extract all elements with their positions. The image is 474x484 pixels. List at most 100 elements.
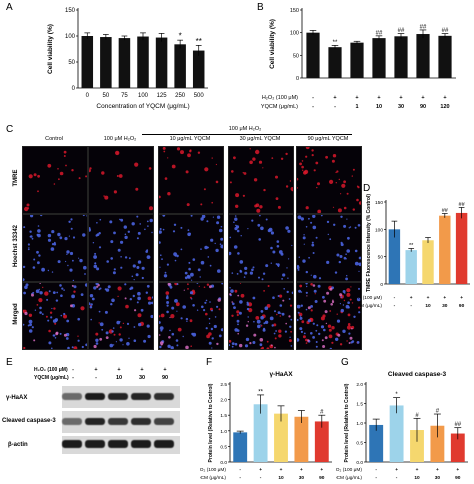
cell-dot — [53, 242, 57, 246]
d-row2-value: 10 — [425, 303, 431, 309]
b-bar — [416, 34, 430, 78]
cell-dot — [325, 322, 328, 325]
cell-dot — [252, 266, 255, 269]
cell-dot — [81, 345, 84, 349]
cell-dot — [277, 205, 281, 209]
b-bar — [438, 35, 452, 78]
cell-dot — [279, 315, 281, 317]
cell-dot — [341, 183, 346, 188]
cell-dot — [166, 304, 169, 307]
cell-dot — [23, 346, 26, 349]
cell-dot — [307, 306, 311, 310]
micrograph-tile — [228, 146, 294, 214]
cell-dot — [244, 344, 249, 348]
cell-dot — [82, 215, 85, 217]
cell-dot — [124, 256, 128, 259]
b-significance-mark: ## — [420, 24, 427, 30]
cell-dot — [288, 339, 292, 343]
cell-dot — [216, 215, 221, 219]
cell-dot — [317, 182, 320, 186]
cell-dot — [213, 324, 217, 329]
cell-dot — [71, 169, 74, 172]
cell-dot — [240, 235, 242, 237]
g-significance-mark: # — [436, 409, 440, 415]
cell-dot — [305, 342, 308, 344]
cell-dot — [311, 241, 314, 244]
g-bar — [410, 430, 424, 462]
cell-dot — [47, 163, 52, 168]
cell-dot — [218, 334, 222, 338]
cell-dot — [104, 288, 107, 291]
cell-dot — [144, 228, 146, 231]
cell-dot — [262, 328, 266, 332]
cell-dot — [237, 252, 240, 255]
cell-dot — [101, 171, 105, 175]
cell-dot — [162, 147, 166, 150]
cell-dot — [314, 300, 318, 303]
cell-dot — [150, 301, 153, 305]
cell-dot — [32, 266, 36, 269]
chart-a-cell-viability: 0 50 100 150 Cell viability (%) 0 50 75 100 125 * 2… — [47, 8, 208, 110]
cell-dot — [300, 304, 303, 307]
cell-dot — [278, 329, 282, 333]
cell-dot — [259, 215, 261, 217]
cell-dot — [71, 284, 74, 287]
cell-dot — [126, 342, 130, 346]
cell-dot — [128, 257, 131, 260]
d-bar — [388, 229, 401, 284]
cell-dot — [297, 177, 299, 181]
cell-dot — [166, 301, 170, 304]
cell-dot — [89, 305, 93, 309]
cell-dot — [122, 322, 125, 325]
cell-dot — [349, 336, 353, 340]
cell-dot — [234, 215, 237, 217]
cell-dot — [187, 153, 191, 158]
cell-dot — [77, 317, 80, 321]
cell-dot — [38, 254, 41, 257]
cell-dot — [189, 296, 192, 299]
cell-dot — [203, 188, 206, 191]
cell-dot — [342, 290, 346, 293]
cell-dot — [205, 299, 208, 302]
cell-dot — [52, 334, 55, 337]
western-blot-band — [108, 418, 128, 425]
cell-dot — [346, 275, 348, 277]
cell-dot — [316, 324, 319, 327]
cell-dot — [141, 276, 144, 280]
cell-dot — [146, 324, 150, 328]
cell-dot — [168, 336, 171, 339]
cell-dot — [35, 289, 40, 293]
micrograph-tile — [296, 146, 362, 214]
cell-dot — [278, 334, 282, 338]
cell-dot — [51, 347, 53, 349]
cell-dot — [279, 304, 283, 307]
g-bar — [369, 424, 384, 462]
cell-dot — [329, 238, 332, 241]
cell-dot — [264, 320, 269, 324]
cell-dot — [120, 266, 123, 269]
b-significance-mark: ## — [398, 28, 405, 34]
cell-dot — [192, 304, 195, 307]
cell-dot — [169, 316, 171, 319]
cell-dot — [89, 302, 91, 306]
cell-dot — [327, 233, 329, 236]
cell-dot — [322, 295, 325, 299]
c-column-header: 90 μg/mL YQCM — [307, 136, 349, 142]
cell-dot — [89, 228, 91, 232]
western-blot-band — [85, 418, 105, 425]
cell-dot — [63, 312, 66, 316]
cell-dot — [184, 276, 188, 280]
cell-dot — [176, 344, 179, 347]
cell-dot — [140, 308, 144, 312]
cell-dot — [203, 286, 206, 288]
cell-dot — [298, 289, 302, 293]
cell-dot — [314, 293, 316, 295]
cell-dot — [28, 247, 30, 249]
d-row1-value: + — [427, 296, 430, 301]
d-significance-mark: ## — [442, 208, 449, 214]
cell-dot — [159, 321, 161, 324]
cell-dot — [177, 327, 182, 332]
cell-dot — [37, 190, 39, 193]
cell-dot — [303, 332, 306, 335]
cell-dot — [270, 246, 273, 250]
